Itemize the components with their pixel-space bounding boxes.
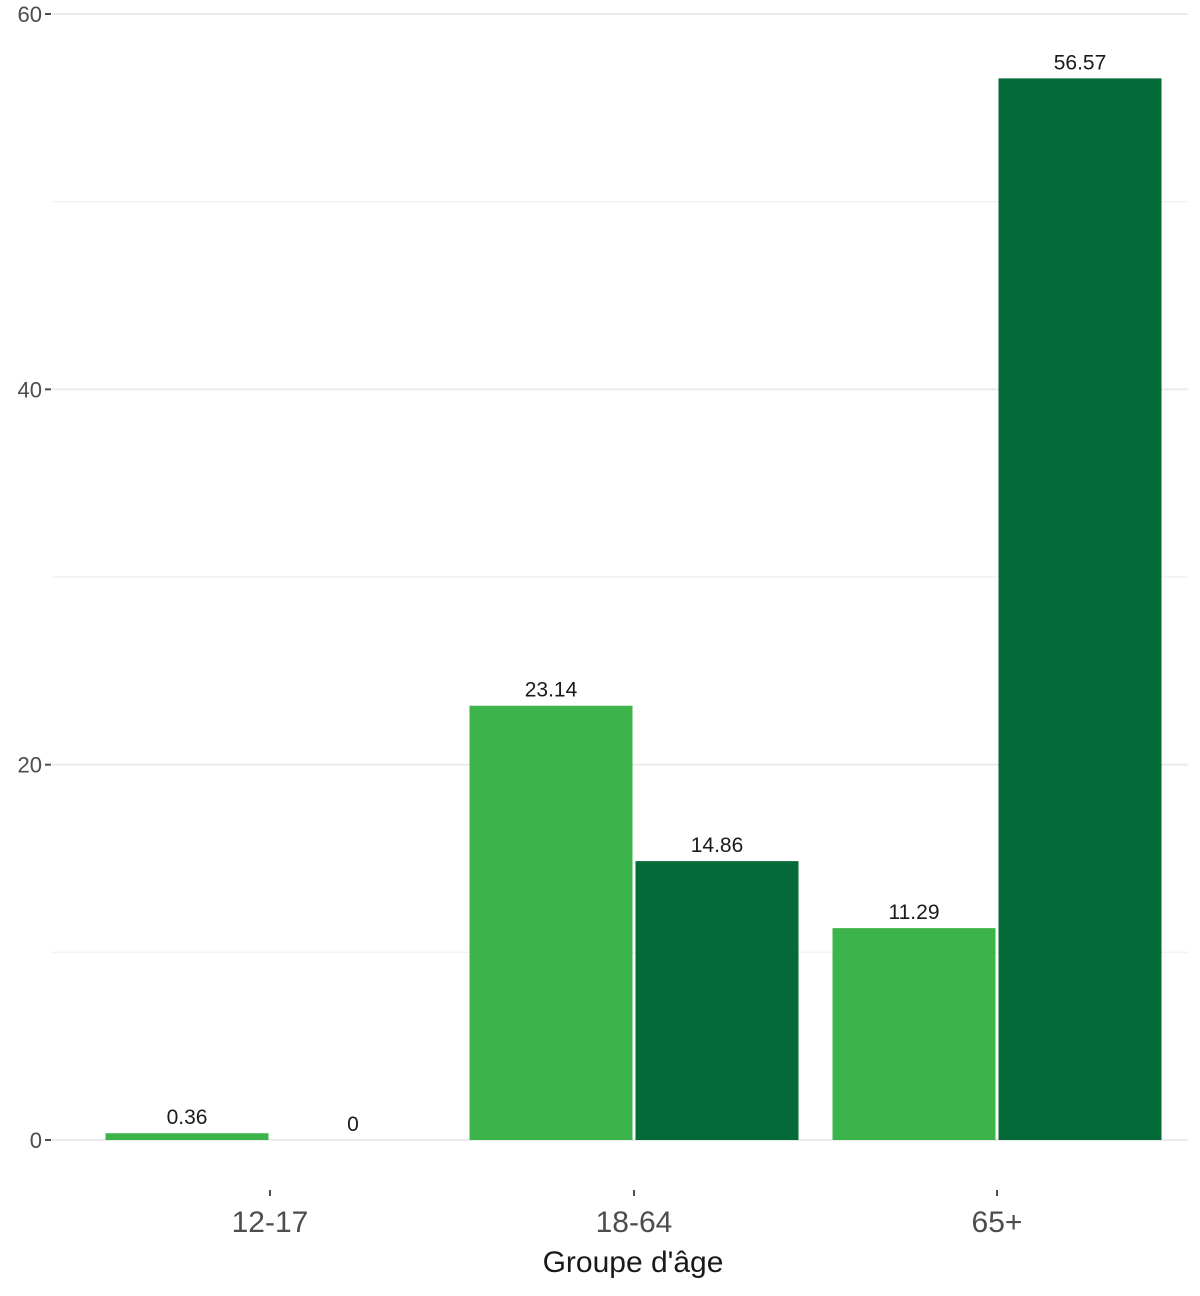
y-tick-label: 0 [30,1128,42,1153]
bar-value-label: 56.57 [1054,51,1107,74]
bar [998,78,1162,1141]
data-labels: 0.36 0 23.14 14.86 11.29 56.57 [167,51,1107,1136]
x-axis-title: Groupe d'âge [543,1246,724,1279]
x-tick-label: 65+ [972,1206,1023,1239]
x-tick-label: 12-17 [232,1206,309,1239]
x-tick-label: 18-64 [596,1206,673,1239]
bars [105,78,1162,1141]
y-tick-label: 20 [18,753,42,778]
bar-value-label: 23.14 [525,679,578,702]
bar [105,1133,269,1140]
bar-value-label: 0 [347,1113,359,1136]
y-axis: 0 20 40 60 [18,2,51,1153]
bar-value-label: 14.86 [691,834,744,857]
bar-value-label: 0.36 [167,1106,208,1129]
x-axis: 12-17 18-64 65+ [232,1190,1023,1239]
bar [635,861,799,1140]
y-tick-label: 40 [18,377,42,402]
bar [469,705,633,1140]
bar-value-label: 11.29 [889,901,940,924]
bar [832,928,996,1140]
y-tick-label: 60 [18,2,42,27]
